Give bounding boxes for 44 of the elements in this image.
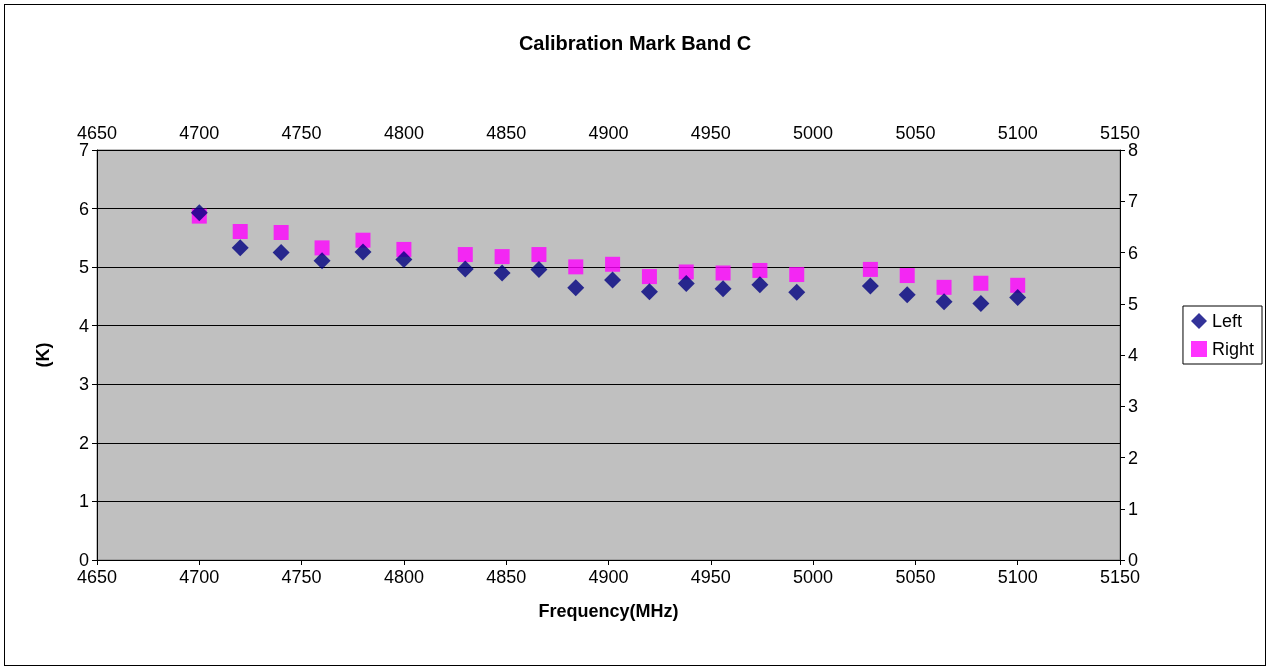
y2-tick-label: 2 <box>1128 447 1139 468</box>
x-tick-label: 4950 <box>690 123 731 143</box>
x2-tick-label: 4900 <box>588 567 629 587</box>
x2-tick-label: 5100 <box>997 567 1038 587</box>
y-tick-label: 7 <box>78 140 89 160</box>
y2-tick-label: 7 <box>1128 191 1139 212</box>
y2-tick-label: 6 <box>1128 242 1139 263</box>
x-tick-label: 4650 <box>76 123 118 143</box>
y-tick-label: 1 <box>78 491 89 512</box>
x-tick-label: 4700 <box>179 123 220 143</box>
y2-tick-label: 1 <box>1128 498 1139 519</box>
x-tick-label: 4800 <box>383 123 424 143</box>
y2-tick-label: 3 <box>1128 396 1139 417</box>
x-tick-label: 4750 <box>281 123 322 143</box>
x-tick-label: 5050 <box>895 123 936 143</box>
y-axis-title: (K) <box>33 342 53 368</box>
x2-tick-label: 5050 <box>895 567 936 587</box>
y-tick-label: 2 <box>78 432 89 453</box>
x-tick-label: 5000 <box>793 123 834 143</box>
x2-tick-label: 5150 <box>1099 567 1141 587</box>
x-tick-label: 5150 <box>1099 123 1141 143</box>
x-axis-title: Frequency(MHz) <box>538 601 679 621</box>
y-tick-label: 3 <box>78 374 89 395</box>
x-tick-label: 4900 <box>588 123 629 143</box>
x2-tick-label: 4850 <box>486 567 527 587</box>
y-tick-label: 0 <box>78 550 89 570</box>
y2-tick-label: 4 <box>1128 345 1139 365</box>
x-tick-label: 4850 <box>486 123 527 143</box>
x2-tick-label: 4800 <box>383 567 424 587</box>
y2-tick-label: 5 <box>1128 293 1139 314</box>
x2-tick-label: 4950 <box>690 567 731 587</box>
x2-tick-label: 5000 <box>793 567 834 587</box>
chart-title: Calibration Mark Band C <box>518 32 752 54</box>
x2-tick-label: 4750 <box>281 567 322 587</box>
y2-tick-label: 0 <box>1128 550 1139 570</box>
legend-label: Left <box>1211 311 1243 331</box>
y-tick-label: 6 <box>78 198 89 219</box>
legend-label: Right <box>1211 339 1255 359</box>
x2-tick-label: 4650 <box>76 567 118 587</box>
x-tick-label: 5100 <box>997 123 1038 143</box>
y2-tick-label: 8 <box>1128 140 1139 160</box>
y-tick-label: 4 <box>78 315 89 336</box>
y-tick-label: 5 <box>78 257 89 278</box>
x2-tick-label: 4700 <box>179 567 220 587</box>
